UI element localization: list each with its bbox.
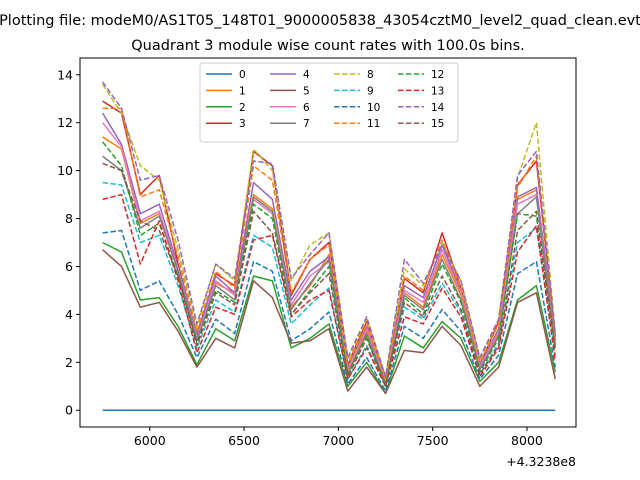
legend-label: 12 bbox=[431, 69, 444, 81]
x-axis: 6000 6500 7000 7500 8000 bbox=[134, 427, 543, 448]
series-line-11 bbox=[102, 107, 556, 380]
x-tick-label: 8000 bbox=[511, 433, 543, 448]
legend-box bbox=[199, 62, 459, 143]
legend-label: 2 bbox=[239, 102, 246, 114]
legend-label: 5 bbox=[303, 85, 310, 97]
y-axis: 0 2 4 6 8 10 12 14 bbox=[57, 67, 80, 418]
y-tick-label: 2 bbox=[65, 355, 73, 370]
x-tick-label: 6000 bbox=[134, 433, 166, 448]
legend-label: 4 bbox=[303, 69, 310, 81]
legend-label: 9 bbox=[367, 85, 374, 97]
y-tick-label: 6 bbox=[65, 259, 73, 274]
y-tick-label: 4 bbox=[65, 307, 73, 322]
legend-label: 15 bbox=[431, 118, 444, 130]
x-tick-label: 7500 bbox=[417, 433, 449, 448]
y-tick-label: 14 bbox=[57, 67, 73, 82]
legend-label: 10 bbox=[367, 102, 380, 114]
legend-label: 6 bbox=[303, 102, 310, 114]
y-tick-label: 8 bbox=[65, 211, 73, 226]
series-line-5 bbox=[102, 249, 556, 395]
series-line-10 bbox=[102, 229, 556, 392]
legend-label: 8 bbox=[367, 69, 374, 81]
x-tick-label: 6500 bbox=[228, 433, 260, 448]
y-tick-label: 10 bbox=[57, 163, 73, 178]
legend-label: 1 bbox=[239, 85, 246, 97]
y-tick-label: 12 bbox=[57, 115, 73, 130]
series-lines bbox=[101, 81, 556, 411]
legend-label: 0 bbox=[239, 69, 246, 81]
series-line-2 bbox=[102, 241, 556, 395]
figure-suptitle: Plotting file: modeM0/AS1T05_148T01_9000… bbox=[0, 13, 640, 29]
legend-label: 11 bbox=[367, 118, 380, 130]
legend-label: 3 bbox=[239, 118, 246, 130]
legend-label: 7 bbox=[303, 118, 310, 130]
plot-frame bbox=[79, 57, 577, 428]
y-tick-label: 0 bbox=[65, 403, 73, 418]
x-tick-label: 7000 bbox=[322, 433, 354, 448]
series-line-13 bbox=[102, 193, 556, 388]
legend-label: 14 bbox=[431, 102, 445, 114]
series-line-15 bbox=[102, 162, 556, 388]
axes-title: Quadrant 3 module wise count rates with … bbox=[131, 38, 525, 54]
legend-label: 13 bbox=[431, 85, 444, 97]
x-offset-label: +4.3238e8 bbox=[506, 454, 576, 469]
series-line-14 bbox=[102, 81, 556, 378]
